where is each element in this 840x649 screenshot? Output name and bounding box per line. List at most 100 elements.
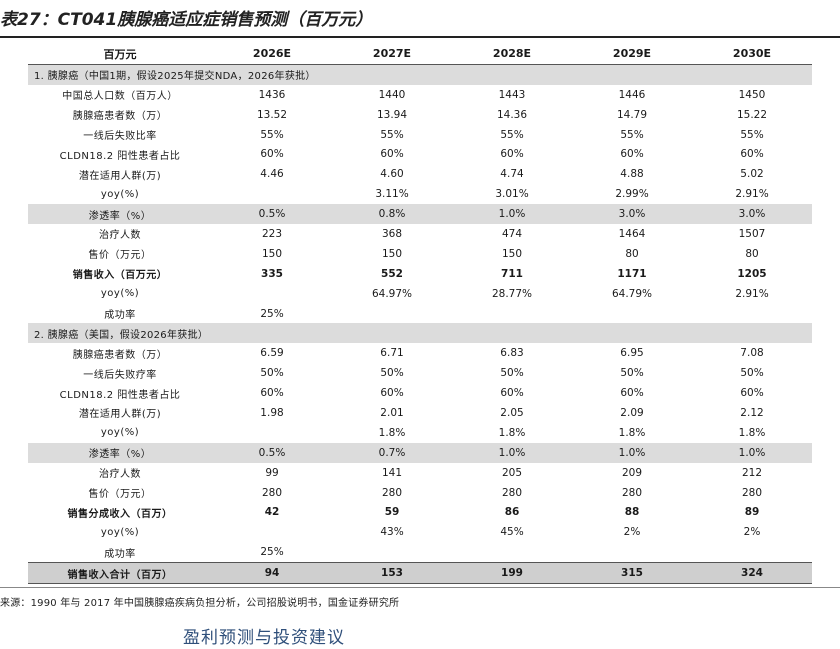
year-header: 2027E bbox=[332, 44, 452, 65]
cell-value: 88 bbox=[624, 506, 640, 519]
table-row: 胰腺癌患者数（万） 6.59 6.71 6.83 6.95 7.08 bbox=[28, 343, 812, 363]
cell-value: 2.99% bbox=[615, 188, 649, 201]
cell-value: 5.02 bbox=[740, 168, 764, 181]
cell-value: 150 bbox=[261, 247, 283, 260]
cell-value: 141 bbox=[381, 466, 403, 479]
cell-value bbox=[572, 304, 692, 324]
cell-value: 280 bbox=[381, 486, 403, 499]
cell-value: 1450 bbox=[738, 88, 766, 101]
row-label: 治疗人数 bbox=[99, 230, 141, 242]
cell-value: 209 bbox=[621, 466, 643, 479]
cell-value bbox=[692, 542, 812, 562]
cell-value: 89 bbox=[744, 506, 760, 519]
cell-value bbox=[452, 304, 572, 324]
row-label: 中国总人口数（百万人） bbox=[62, 91, 178, 103]
cell-value: 55% bbox=[740, 128, 764, 141]
row-label: 销售分成收入（百万） bbox=[67, 508, 173, 520]
row-label: 售价（万元） bbox=[88, 250, 152, 262]
cell-value: 60% bbox=[380, 387, 404, 400]
table-row: 胰腺癌患者数（万） 13.52 13.94 14.36 14.79 15.22 bbox=[28, 105, 812, 125]
cell-value: 1436 bbox=[258, 88, 286, 101]
row-label: 渗透率（%） bbox=[28, 204, 212, 225]
total-label: 销售收入合计（百万） bbox=[28, 562, 212, 585]
cell-value: 0.7% bbox=[332, 442, 452, 463]
cell-value: 1.0% bbox=[452, 204, 572, 225]
cell-value: 6.71 bbox=[380, 347, 404, 360]
table-row: 潜在适用人群(万) 4.46 4.60 4.74 4.88 5.02 bbox=[28, 164, 812, 184]
cell-value: 2.09 bbox=[620, 406, 644, 419]
cell-value: 50% bbox=[620, 367, 644, 380]
cell-value: 1.0% bbox=[452, 442, 572, 463]
row-label: yoy(%) bbox=[100, 288, 140, 300]
cell-value: 13.94 bbox=[376, 108, 408, 121]
table-row: yoy(%) 1.8% 1.8% 1.8% 1.8% bbox=[28, 423, 812, 443]
cell-value: 2% bbox=[623, 526, 641, 539]
cell-value: 223 bbox=[261, 227, 283, 240]
cell-value bbox=[212, 522, 332, 542]
table-row: 售价（万元） 280 280 280 280 280 bbox=[28, 483, 812, 503]
cell-value: 0.5% bbox=[212, 204, 332, 225]
row-label: yoy(%) bbox=[100, 427, 140, 439]
cell-value: 55% bbox=[620, 128, 644, 141]
unit-header: 百万元 bbox=[28, 44, 212, 65]
cell-value: 25% bbox=[260, 307, 284, 320]
cell-value bbox=[332, 542, 452, 562]
table-row: yoy(%) 3.11% 3.01% 2.99% 2.91% bbox=[28, 184, 812, 204]
table-row: CLDN18.2 阳性患者占比 60% 60% 60% 60% 60% bbox=[28, 383, 812, 403]
cell-value: 28.77% bbox=[491, 287, 533, 300]
row-label: yoy(%) bbox=[100, 526, 140, 538]
cell-value: 7.08 bbox=[740, 347, 764, 360]
cell-value: 60% bbox=[260, 148, 284, 161]
section-label: 2. 胰腺癌（美国，假设2026年获批） bbox=[28, 323, 812, 344]
row-label: 成功率 bbox=[104, 548, 136, 560]
cell-value: 2.12 bbox=[740, 406, 764, 419]
cell-value: 64.79% bbox=[611, 287, 653, 300]
table-row: 成功率 25% bbox=[28, 304, 812, 324]
cell-value: 1.8% bbox=[378, 426, 406, 439]
cell-value: 4.60 bbox=[380, 168, 404, 181]
cell-value bbox=[452, 542, 572, 562]
table-row: yoy(%) 43% 45% 2% 2% bbox=[28, 522, 812, 542]
table-row: 渗透率（%） 0.5% 0.8% 1.0% 3.0% 3.0% bbox=[28, 204, 812, 225]
row-label: 胰腺癌患者数（万） bbox=[72, 349, 168, 361]
cell-value: 150 bbox=[501, 247, 523, 260]
table-title: 表27：CT041胰腺癌适应症销售预测（百万元） bbox=[0, 10, 373, 30]
cell-value: 0.8% bbox=[332, 204, 452, 225]
cell-value: 1440 bbox=[378, 88, 406, 101]
header-row: 百万元 2026E 2027E 2028E 2029E 2030E bbox=[28, 44, 812, 65]
table-row: 销售收入（百万元） 335 552 711 1171 1205 bbox=[28, 264, 812, 284]
cell-value: 1507 bbox=[738, 227, 766, 240]
cell-value: 0.5% bbox=[212, 442, 332, 463]
cell-value: 368 bbox=[381, 227, 403, 240]
row-label: 渗透率（%） bbox=[28, 442, 212, 463]
table-row: 中国总人口数（百万人） 1436 1440 1443 1446 1450 bbox=[28, 85, 812, 105]
cell-value bbox=[572, 542, 692, 562]
total-value: 315 bbox=[572, 562, 692, 585]
year-header: 2030E bbox=[692, 44, 812, 65]
cell-value: 80 bbox=[745, 247, 759, 260]
cell-value: 3.0% bbox=[572, 204, 692, 225]
table-row: 潜在适用人群(万) 1.98 2.01 2.05 2.09 2.12 bbox=[28, 403, 812, 423]
table-row: 成功率 25% bbox=[28, 542, 812, 562]
cell-value: 14.36 bbox=[496, 108, 528, 121]
cell-value: 50% bbox=[260, 367, 284, 380]
cell-value: 2.91% bbox=[735, 287, 769, 300]
cell-value: 280 bbox=[741, 486, 763, 499]
cell-value: 1443 bbox=[498, 88, 526, 101]
cell-value: 14.79 bbox=[616, 108, 648, 121]
cell-value: 1464 bbox=[618, 227, 646, 240]
year-header: 2028E bbox=[452, 44, 572, 65]
cell-value: 64.97% bbox=[371, 287, 413, 300]
cell-value: 50% bbox=[500, 367, 524, 380]
cell-value: 60% bbox=[380, 148, 404, 161]
cell-value: 280 bbox=[621, 486, 643, 499]
row-label: CLDN18.2 阳性患者占比 bbox=[59, 389, 181, 401]
cell-value: 60% bbox=[620, 387, 644, 400]
cell-value: 60% bbox=[500, 387, 524, 400]
cell-value: 59 bbox=[384, 506, 400, 519]
title-divider bbox=[0, 36, 840, 38]
cell-value: 50% bbox=[740, 367, 764, 380]
cell-value: 4.74 bbox=[500, 168, 524, 181]
cell-value bbox=[692, 304, 812, 324]
row-label: 一线后失败疗率 bbox=[83, 369, 157, 381]
